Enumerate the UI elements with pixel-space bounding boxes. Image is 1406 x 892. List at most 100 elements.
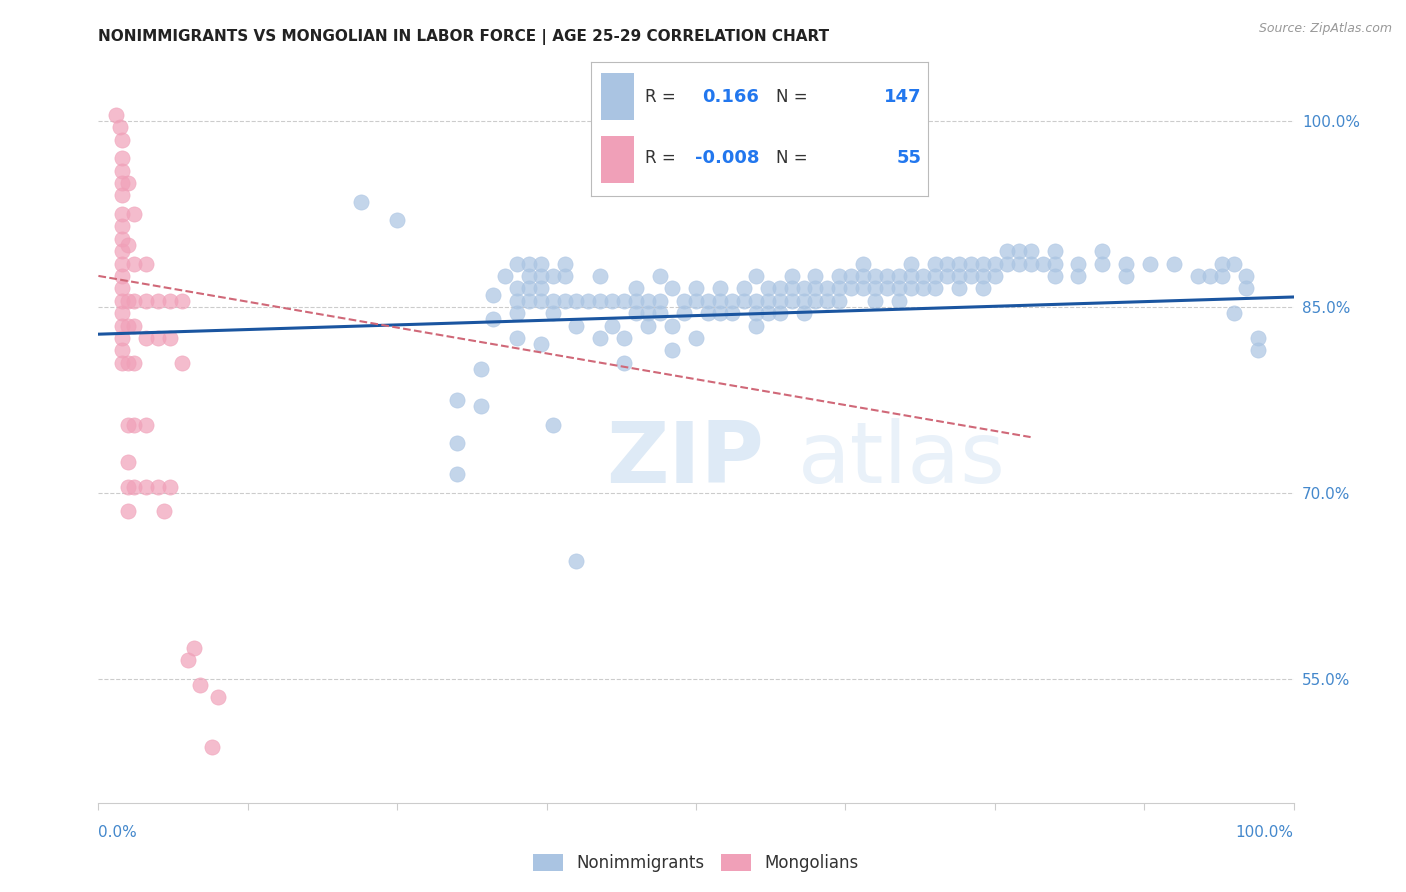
Point [1222,306,1246,320]
Point [948,281,970,295]
Point [648,268,672,283]
Point [111,151,134,165]
Point [602,318,624,333]
Point [541,293,564,308]
Point [172,356,194,370]
Point [924,256,946,270]
Point [111,219,134,234]
Point [135,480,157,494]
Point [709,293,731,308]
Point [745,293,768,308]
Point [1043,268,1066,283]
Point [685,293,707,308]
Point [841,268,863,283]
Point [111,163,134,178]
Point [661,281,683,295]
Point [852,256,875,270]
Point [1198,268,1220,283]
Point [529,293,551,308]
Point [972,281,994,295]
Point [117,318,139,333]
Text: -0.008: -0.008 [695,149,759,167]
Point [111,293,134,308]
Point [815,293,838,308]
Point [673,293,696,308]
Text: R =: R = [644,87,675,105]
Text: 55: 55 [896,149,921,167]
Point [188,678,211,692]
Point [721,293,744,308]
Point [626,281,648,295]
FancyBboxPatch shape [600,73,634,120]
Point [697,293,720,308]
Point [863,293,887,308]
Point [863,281,887,295]
Point [841,281,863,295]
Point [589,268,612,283]
Point [1246,343,1268,358]
Point [1211,256,1233,270]
Point [804,268,827,283]
Point [135,417,157,432]
Point [924,268,946,283]
Point [637,293,659,308]
Legend: Nonimmigrants, Mongolians: Nonimmigrants, Mongolians [526,847,866,879]
Point [626,306,648,320]
Point [111,331,134,345]
Point [648,306,672,320]
Text: 100.0%: 100.0% [1236,825,1294,840]
Point [721,306,744,320]
Point [1091,244,1114,259]
Point [1246,331,1268,345]
Point [108,120,131,135]
Point [936,256,959,270]
Point [613,356,636,370]
Text: N =: N = [776,149,807,167]
Point [1007,256,1029,270]
Point [124,318,146,333]
Text: Source: ZipAtlas.com: Source: ZipAtlas.com [1258,22,1392,36]
Point [506,281,529,295]
Point [517,268,540,283]
Point [117,356,139,370]
Point [852,281,875,295]
Point [1019,256,1042,270]
Point [828,293,851,308]
Point [661,343,683,358]
Point [481,287,505,301]
Point [529,281,551,295]
Point [1043,256,1066,270]
Point [876,268,898,283]
Point [111,188,134,202]
Point [924,281,946,295]
Point [117,293,139,308]
Point [911,268,934,283]
Point [111,232,134,246]
Point [1211,268,1233,283]
Point [780,268,803,283]
Point [565,318,588,333]
FancyBboxPatch shape [600,136,634,183]
Point [793,281,815,295]
Point [105,108,128,122]
Point [589,331,612,345]
Point [1187,268,1209,283]
Point [111,256,134,270]
Point [648,293,672,308]
Point [470,362,492,376]
Point [541,417,564,432]
Point [565,554,588,568]
Point [815,281,838,295]
Point [111,207,134,221]
Point [506,293,529,308]
Point [117,504,139,518]
Point [117,238,139,252]
Point [135,256,157,270]
Point [756,306,779,320]
Point [756,281,779,295]
Point [637,306,659,320]
Point [1067,256,1090,270]
Point [111,318,134,333]
Point [745,268,768,283]
Point [111,132,134,146]
